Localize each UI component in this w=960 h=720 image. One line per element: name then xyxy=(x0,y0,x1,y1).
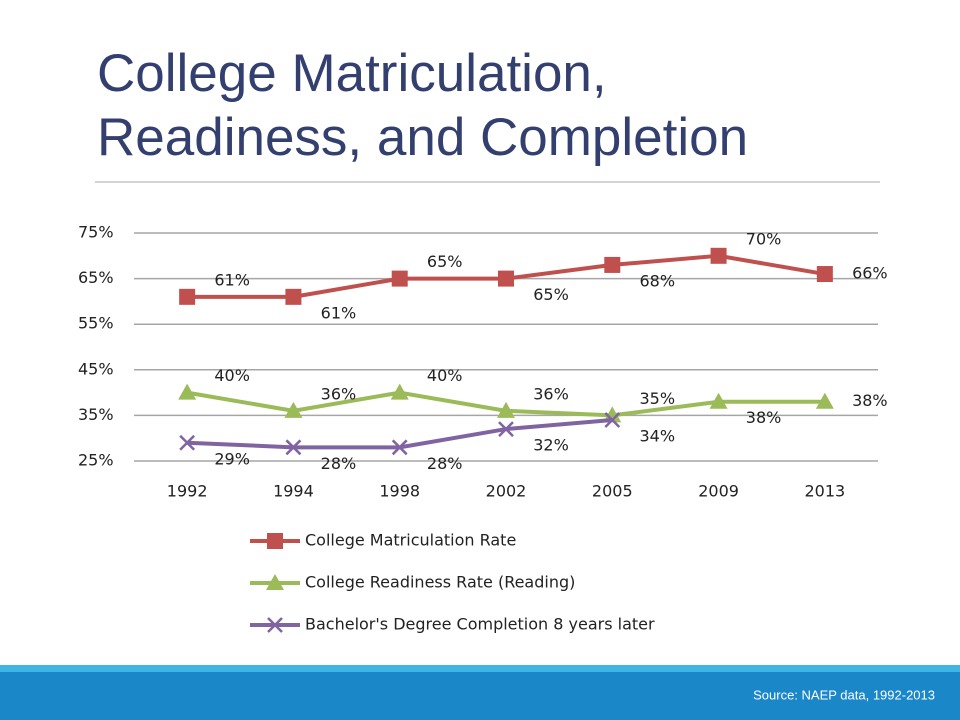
x-tick-label: 2002 xyxy=(486,482,527,501)
marker xyxy=(390,383,409,400)
data-label: 70% xyxy=(746,229,782,248)
y-tick-label: 65% xyxy=(78,268,114,287)
data-label: 61% xyxy=(214,270,250,289)
marker xyxy=(816,266,833,283)
legend-label: College Readiness Rate (Reading) xyxy=(305,573,575,592)
data-label: 61% xyxy=(321,303,357,322)
marker xyxy=(178,383,197,400)
data-label: 29% xyxy=(214,449,250,468)
y-tick-label: 35% xyxy=(78,405,114,424)
legend-marker xyxy=(267,533,283,549)
data-label: 28% xyxy=(321,454,357,473)
data-label: 36% xyxy=(533,384,569,403)
legend-marker xyxy=(267,617,283,633)
data-label: 65% xyxy=(427,252,463,271)
marker xyxy=(710,247,727,264)
source: Source: NAEP data, 1992-2013 xyxy=(753,687,935,702)
data-label: 38% xyxy=(852,391,888,410)
data-label: 38% xyxy=(746,408,782,427)
y-tick-label: 45% xyxy=(78,359,114,378)
marker xyxy=(285,288,302,305)
x-tick-label: 2005 xyxy=(592,482,633,501)
data-label: 66% xyxy=(852,264,888,283)
y-tick-label: 25% xyxy=(78,451,114,470)
footer-stripe xyxy=(0,665,960,672)
data-label: 32% xyxy=(533,436,569,455)
marker xyxy=(285,439,302,456)
marker xyxy=(391,439,408,456)
marker xyxy=(498,421,514,437)
legend-label: College Matriculation Rate xyxy=(305,531,516,550)
slide-title: College Matriculation, Readiness, and Com… xyxy=(97,44,748,167)
data-label: 68% xyxy=(640,271,676,290)
marker xyxy=(284,401,303,418)
marker xyxy=(497,401,515,418)
legend-label: Bachelor's Degree Completion 8 years lat… xyxy=(305,615,655,634)
marker xyxy=(179,434,196,451)
marker xyxy=(498,270,514,287)
legend-marker xyxy=(266,574,284,590)
marker xyxy=(604,256,621,273)
data-label: 36% xyxy=(321,384,357,403)
data-label: 34% xyxy=(640,426,676,445)
footer-bar xyxy=(0,665,960,720)
y-tick-label: 75% xyxy=(78,223,114,242)
data-label: 28% xyxy=(427,454,463,473)
data-label: 40% xyxy=(427,366,463,385)
data-label: 35% xyxy=(640,389,676,408)
x-tick-label: 1998 xyxy=(379,482,420,501)
data-label: 65% xyxy=(533,285,569,304)
marker xyxy=(179,288,196,305)
y-tick-label: 55% xyxy=(78,314,114,333)
marker xyxy=(391,270,408,287)
marker xyxy=(709,392,728,409)
x-tick-label: 1994 xyxy=(273,482,314,501)
data-label: 40% xyxy=(214,366,250,385)
x-tick-label: 1992 xyxy=(167,482,208,501)
x-tick-label: 2013 xyxy=(804,482,845,501)
x-tick-label: 2009 xyxy=(698,482,739,501)
marker xyxy=(604,412,621,428)
marker xyxy=(815,392,834,409)
chart: 25% 35% 45% 55% 65% 75% 1992 1994 1998 2002 2005 20… xyxy=(78,223,888,634)
